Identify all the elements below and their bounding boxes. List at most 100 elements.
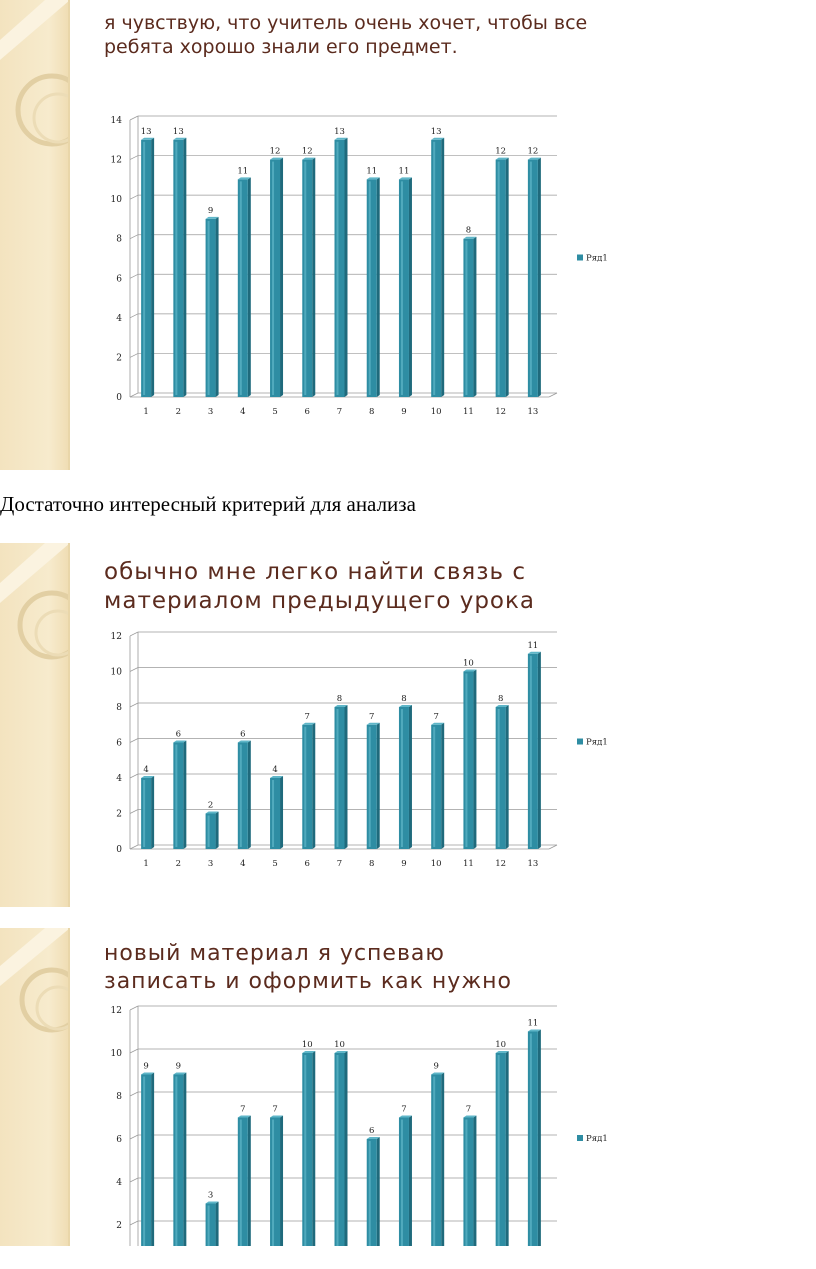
y-tick-label: 4: [116, 1178, 122, 1188]
bar: [463, 669, 477, 849]
gridline-slant: [129, 1048, 139, 1054]
x-tick-label: 11: [463, 859, 474, 869]
decorative-rings-icon: [0, 928, 85, 1033]
bar: [431, 137, 445, 398]
gridline-slant: [129, 1134, 139, 1140]
data-label: 10: [495, 1040, 506, 1050]
x-tick-label: 12: [495, 859, 506, 869]
legend-swatch: [577, 1135, 583, 1141]
data-label: 9: [176, 1062, 181, 1072]
data-label: 11: [399, 166, 410, 176]
data-label: 9: [433, 1062, 438, 1072]
bar-chart-3: 0246810129192337475106107687991071110121…: [111, 1005, 608, 1246]
decorative-stripe: [0, 928, 85, 1246]
bar: [302, 1051, 316, 1246]
gridline-slant: [129, 273, 139, 279]
gridline-slant: [129, 234, 139, 240]
slide-title: я чувствую, что учитель очень хочет, что…: [104, 12, 588, 58]
bar-chart-2: 0 2 4 6 8 10 12 4 1 6 2 2 3 6 4 4 5 7 6 8 7 7 8 8 9 7 10 10 11 8 12 11 1…: [111, 631, 608, 869]
x-tick-label: 6: [305, 407, 310, 417]
x-tick-label: 8: [369, 407, 374, 417]
y-tick-label: 0: [116, 845, 122, 855]
data-label: 12: [302, 147, 313, 157]
bar: [237, 1115, 251, 1246]
bar: [398, 1115, 412, 1246]
bar: [302, 157, 316, 397]
bar: [366, 1137, 380, 1246]
y-tick-label: 10: [111, 1049, 123, 1059]
data-label: 12: [495, 147, 506, 157]
bar: [527, 1029, 541, 1246]
data-label: 11: [237, 166, 248, 176]
x-tick-label: 9: [401, 407, 406, 417]
bar: [334, 1051, 348, 1246]
bar: [270, 776, 284, 849]
data-label: 7: [272, 1105, 277, 1115]
slide-title: обычно мне легко найти связь с материало…: [104, 559, 535, 614]
bar: [398, 177, 412, 397]
bar: [173, 740, 187, 849]
data-label: 6: [240, 730, 245, 740]
gridline-slant: [129, 809, 139, 814]
y-tick-label: 10: [111, 195, 123, 205]
data-label: 7: [466, 1105, 471, 1115]
gridline-slant: [129, 1091, 139, 1097]
data-label: 9: [143, 1062, 148, 1072]
gridline-slant: [129, 631, 139, 637]
data-label: 7: [369, 712, 374, 722]
gridline-slant: [129, 1220, 139, 1226]
y-tick-label: 8: [116, 703, 122, 713]
data-label: 7: [240, 1105, 245, 1115]
data-label: 8: [498, 694, 503, 704]
data-label: 12: [527, 147, 538, 157]
gridline-slant: [129, 667, 139, 672]
bar: [270, 157, 284, 397]
bar: [173, 137, 187, 398]
bar: [495, 157, 509, 397]
gridline-slant: [129, 738, 139, 743]
data-label: 4: [143, 765, 148, 775]
bar: [495, 1051, 509, 1246]
bar: [495, 705, 509, 849]
floor-edge: [548, 844, 558, 850]
x-tick-label: 11: [463, 407, 474, 417]
gridline-slant: [129, 155, 139, 160]
data-label: 3: [208, 1191, 213, 1201]
y-tick-label: 4: [116, 314, 122, 324]
x-tick-label: 2: [176, 859, 181, 869]
y-tick-label: 2: [116, 353, 122, 363]
y-tick-label: 0: [116, 393, 122, 403]
x-tick-label: 7: [337, 407, 342, 417]
gridline-slant: [129, 392, 139, 398]
gridline-slant: [129, 1005, 139, 1011]
x-tick-label: 7: [337, 859, 342, 869]
decorative-rings-icon: [0, 543, 87, 660]
legend-swatch: [577, 254, 583, 261]
x-tick-label: 6: [305, 859, 310, 869]
slide-2: обычно мне легко найти связь с материало…: [0, 543, 700, 907]
y-tick-label: 12: [111, 632, 122, 642]
bar: [366, 722, 380, 849]
data-label: 11: [366, 166, 377, 176]
bar: [431, 1072, 445, 1246]
data-label: 8: [466, 226, 471, 236]
slide-3: новый материал я успеваю записать и офор…: [0, 928, 700, 1246]
slide-1: я чувствую, что учитель очень хочет, что…: [0, 0, 700, 470]
legend-label: Ряд1: [586, 254, 608, 264]
bar: [205, 811, 219, 849]
bar: [270, 1115, 284, 1246]
y-tick-label: 4: [116, 774, 122, 784]
x-tick-label: 1: [143, 407, 148, 417]
y-tick-label: 8: [116, 235, 122, 245]
decorative-stripe: [0, 543, 87, 907]
bar: [334, 137, 348, 398]
bar: [527, 157, 541, 397]
x-tick-label: 8: [369, 859, 374, 869]
x-tick-label: 3: [208, 407, 213, 417]
bar: [205, 1201, 219, 1246]
data-label: 13: [334, 127, 345, 137]
gridline-slant: [129, 313, 139, 319]
data-label: 9: [208, 206, 213, 216]
bar: [463, 236, 477, 397]
bar: [527, 651, 541, 849]
